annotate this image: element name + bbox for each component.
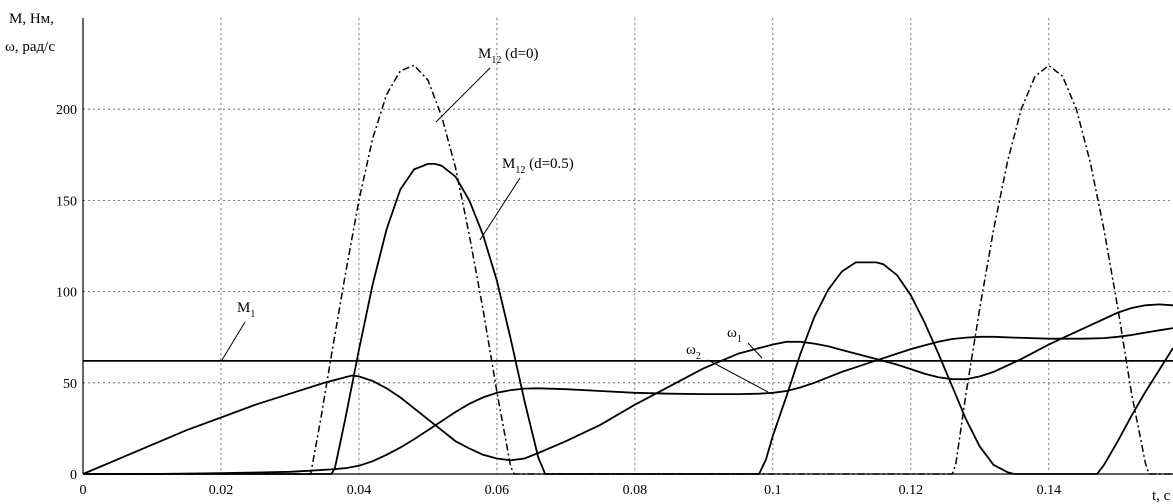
leader-omega2 (707, 359, 769, 393)
leader-m12-d0 (435, 67, 491, 123)
x-tick-label: 0 (80, 483, 87, 498)
annotation-m1: M1 (237, 300, 255, 320)
x-tick-label: 0.1 (764, 483, 782, 498)
tick-labels: 0 0.02 0.04 0.06 0.08 0.1 0.12 0.14 0 50 100 150 200 (56, 103, 1061, 498)
annotation-m12-d05: M12 (d=0.5) (502, 156, 574, 176)
y-axis-label-line2: ω, рад/с (5, 39, 55, 55)
annotation-omega2-base: ω (686, 342, 696, 358)
leader-m12-d05 (479, 177, 521, 241)
series-line-1 (83, 162, 1173, 475)
grid (83, 18, 1173, 474)
annotation-leaders (221, 67, 769, 393)
annotation-m12-d05-base: M (502, 156, 515, 172)
leader-omega1 (747, 342, 763, 359)
annotation-omega1: ω1 (727, 325, 742, 345)
annotation-m1-base: M (237, 300, 250, 316)
x-tick-label: 0.08 (623, 483, 648, 498)
annotation-omega1-sub: 1 (737, 334, 742, 345)
x-tick-label: 0.14 (1037, 483, 1062, 498)
y-tick-label: 200 (56, 103, 77, 118)
annotation-m12-d0-rest: (d=0) (501, 46, 538, 62)
x-tick-label: 0.12 (899, 483, 924, 498)
annotation-omega2-sub: 2 (696, 351, 701, 362)
series-line-4 (83, 327, 1173, 475)
y-tick-label: 0 (70, 468, 77, 483)
x-axis-label: t, c (1152, 488, 1171, 504)
y-tick-label: 50 (63, 377, 77, 392)
y-tick-label: 150 (56, 194, 77, 209)
series-line-3 (82, 303, 1173, 475)
series-lines (82, 64, 1173, 475)
annotation-m12-d05-rest: (d=0.5) (525, 156, 573, 172)
x-tick-label: 0.04 (347, 483, 372, 498)
series-line-0 (83, 64, 1173, 475)
annotation-omega1-base: ω (727, 325, 737, 341)
leader-m1 (221, 321, 246, 361)
x-tick-label: 0.06 (485, 483, 510, 498)
x-tick-label: 0.02 (209, 483, 234, 498)
annotation-omega2: ω2 (686, 342, 701, 362)
annotation-m1-sub: 1 (250, 309, 255, 320)
annotation-m12-d05-sub: 12 (515, 165, 525, 176)
axes (82, 18, 1173, 475)
annotation-m12-d0-sub: 12 (491, 55, 501, 66)
y-tick-label: 100 (56, 286, 77, 301)
annotation-m12-d0-base: M (478, 46, 491, 62)
y-axis-label-line1: M, Нм, (9, 11, 54, 27)
annotation-m12-d0: M12 (d=0) (478, 46, 539, 66)
